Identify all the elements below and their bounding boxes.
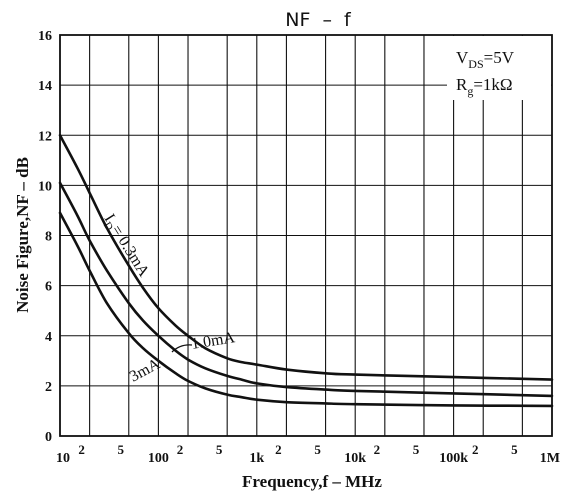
x-tick-labels: 10 100 1k 10k 100k 1M 2 5 2 5 2 5 2 5 2 5 [56, 442, 560, 466]
x-tick-label: 10 [56, 451, 70, 466]
curves [58, 134, 554, 408]
y-tick-label: 10 [38, 179, 52, 194]
y-tick-label: 6 [45, 280, 52, 295]
condition-rg: Rg=1kΩ [456, 75, 513, 98]
curve-label-1-0ma: 1.0mA [190, 329, 237, 353]
x-minor-tick-label: 2 [275, 442, 282, 457]
x-minor-tick-label: 2 [374, 442, 381, 457]
conditions-box: VDS=5V Rg=1kΩ [447, 36, 551, 100]
x-tick-label: 100 [148, 451, 169, 466]
x-minor-tick-label: 2 [177, 442, 184, 457]
y-tick-labels: 0 2 4 6 8 10 12 14 16 [38, 29, 52, 445]
x-minor-tick-label: 5 [118, 442, 125, 457]
x-tick-label: 1k [249, 451, 264, 466]
x-tick-label: 10k [344, 451, 366, 466]
curve-label-1-0ma-group: 1.0mA [171, 329, 237, 353]
x-minor-tick-label: 2 [78, 442, 85, 457]
y-tick-label: 4 [45, 330, 52, 345]
x-minor-tick-label: 5 [413, 442, 420, 457]
x-minor-tick-label: 2 [472, 442, 479, 457]
series-line-2 [58, 181, 554, 398]
chart-title: NF – f [285, 9, 352, 31]
y-tick-label: 2 [45, 380, 52, 395]
x-minor-tick-label: 5 [511, 442, 518, 457]
condition-vds: VDS=5V [456, 48, 515, 71]
series-line-3 [58, 211, 554, 408]
y-tick-label: 12 [38, 129, 52, 144]
x-minor-tick-label: 5 [314, 442, 321, 457]
y-axis-label: Noise Figure,NF – dB [13, 157, 32, 313]
y-tick-label: 14 [38, 79, 52, 94]
x-tick-label: 1M [540, 451, 560, 466]
x-axis-label: Frequency,f – MHz [242, 472, 382, 491]
y-tick-label: 16 [38, 29, 52, 44]
x-minor-tick-label: 5 [216, 442, 223, 457]
y-tick-label: 0 [45, 430, 52, 445]
x-tick-label: 100k [439, 451, 468, 466]
plot-frame [59, 34, 553, 437]
y-tick-label: 8 [45, 230, 52, 245]
series-line-1 [58, 134, 554, 381]
